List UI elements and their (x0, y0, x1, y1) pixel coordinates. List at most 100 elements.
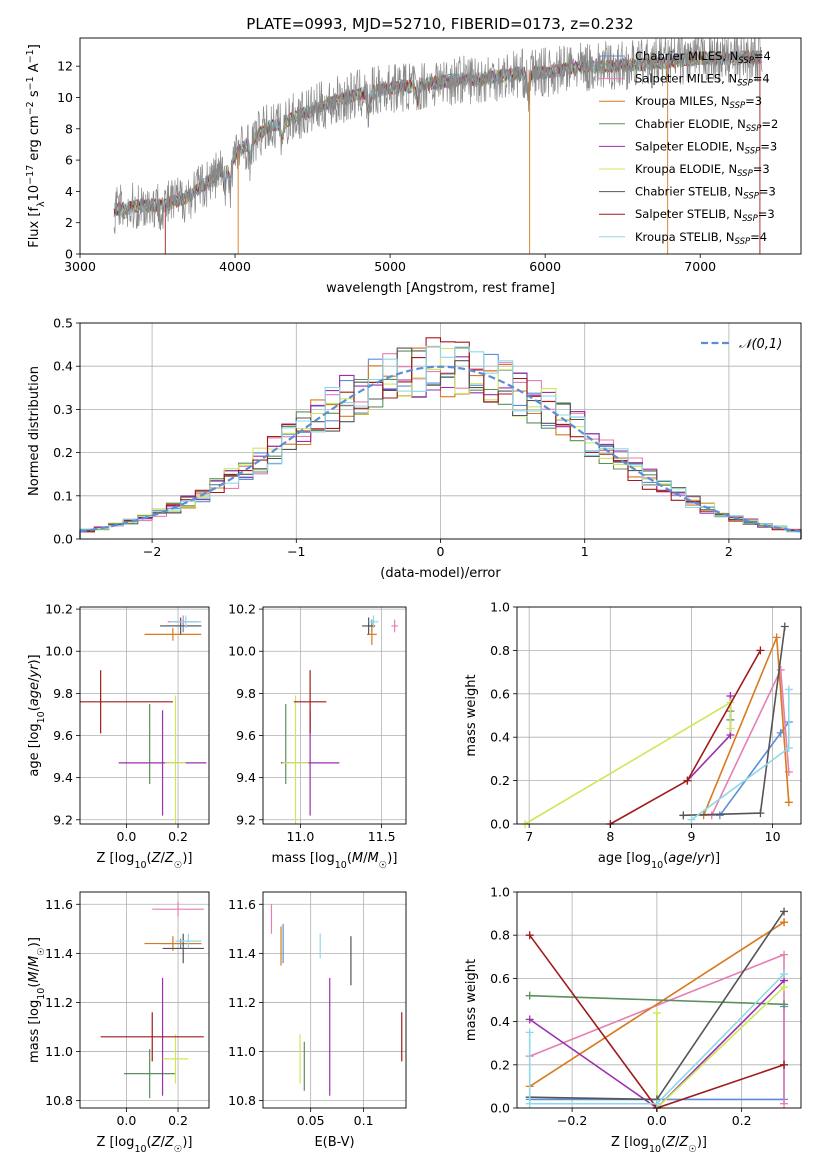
x-tick-label: 7 (525, 829, 533, 844)
y-tick-label: 9.6 (53, 728, 73, 743)
mass-vs-ebv-x-label: E(B-V) (314, 1135, 354, 1150)
x-tick-label: −1 (287, 544, 305, 559)
y-tick-label: 9.2 (236, 812, 256, 827)
y-tick-label: 0.8 (490, 643, 510, 658)
y-tick-label: 11.4 (228, 946, 256, 961)
axes-frame (262, 606, 407, 825)
weight-marker-krou_miles (780, 918, 789, 927)
weight-marker-chab_stelib (679, 811, 688, 820)
weight-vs-age-y-label: mass weight (464, 674, 479, 756)
x-tick-label: 0.0 (116, 1113, 136, 1128)
y-tick-label: 0.0 (53, 532, 73, 547)
weight-marker-krou_stelib (525, 1099, 534, 1108)
y-tick-label: 0.5 (53, 316, 73, 331)
weight-marker-chab_stelib (780, 622, 789, 631)
residuals-x-label: (data-model)/error (380, 566, 501, 581)
weight-line-krou_stelib (528, 973, 785, 1105)
y-tick-label: 0.2 (53, 445, 73, 460)
weight-vs-metallicity-y-label: mass weight (464, 959, 479, 1041)
mass-vs-metallicity-panel: 0.0 0.2 10.8 11.0 11.2 11.4 11.6 Z [log10(Z/Z☉… (27, 891, 210, 1155)
weight-vs-metallicity-panel: −0.2 0.0 0.2 0.0 0.2 0.4 0.6 0.8 1.0 Z [log10(Z/… (464, 885, 802, 1155)
weight-marker-krou_stelib (784, 685, 793, 694)
legend-label-krou_miles: Kroupa MILES, NSSP=3 (635, 94, 762, 111)
weight-marker-salp_elodie (525, 1015, 534, 1024)
y-tick-label: 6 (65, 153, 73, 168)
y-tick-label: 10.2 (45, 602, 73, 617)
y-tick-label: 1.0 (490, 600, 510, 615)
x-tick-label: 4000 (219, 259, 251, 274)
y-tick-label: 10.8 (45, 1093, 73, 1108)
y-tick-label: 8 (65, 121, 73, 136)
y-tick-label: 0.2 (490, 1057, 510, 1072)
x-tick-label: 7000 (684, 259, 716, 274)
weight-marker-chab_elodie (525, 991, 534, 1000)
weight-marker-krou_stelib (780, 970, 789, 979)
axes-frame (79, 37, 802, 255)
weight-line-chab_elodie (529, 994, 785, 1006)
legend-label-salp_miles: Salpeter MILES, NSSP=4 (635, 72, 770, 89)
age-vs-mass-panel: 11.0 11.5 9.2 9.4 9.6 9.8 10.0 10.2 mass [log10… (228, 602, 407, 871)
age-vs-metallicity-y-label: age [log10(age/yr)] (27, 654, 47, 776)
weight-marker-salp_miles (780, 1099, 789, 1108)
y-tick-label: 0.8 (490, 928, 510, 943)
y-tick-label: 2 (65, 215, 73, 230)
weight-marker-krou_miles (772, 633, 781, 642)
y-tick-label: 0.4 (53, 359, 73, 374)
legend-label-salp_stelib: Salpeter STELIB, NSSP=3 (635, 207, 775, 224)
y-tick-label: 10 (57, 90, 73, 105)
legend-label-krou_elodie: Kroupa ELODIE, NSSP=3 (635, 162, 770, 179)
y-tick-label: 0.4 (490, 1014, 510, 1029)
weight-marker-salp_miles (780, 950, 789, 959)
y-tick-label: 10.0 (228, 644, 256, 659)
legend-label-chab_miles: Chabrier MILES, NSSP=4 (635, 49, 771, 66)
weight-marker-salp_miles (776, 665, 785, 674)
weight-marker-krou_stelib (525, 1028, 534, 1037)
weight-marker-chab_miles (715, 811, 724, 820)
weight-vs-age-panel: 7 8 9 10 0.0 0.2 0.4 0.6 0.8 1.0 age [log10(age/y… (464, 600, 802, 871)
y-tick-label: 11.6 (228, 897, 256, 912)
weight-line-krou_miles (529, 921, 785, 1088)
y-tick-label: 9.8 (236, 686, 256, 701)
y-tick-label: 11.2 (228, 995, 256, 1010)
y-tick-label: 10.8 (228, 1093, 256, 1108)
y-tick-label: 11.0 (228, 1044, 256, 1059)
mass-vs-metallicity-x-label: Z [log10(Z/Z☉)] (97, 1135, 193, 1155)
y-tick-label: 10.2 (228, 602, 256, 617)
y-tick-label: 0.6 (490, 686, 510, 701)
x-tick-label: 0.2 (168, 829, 188, 844)
spectrum-panel: 3000 4000 5000 6000 7000 0 2 4 6 8 10 12 Chabrier MI… (25, 37, 802, 296)
x-tick-label: 0.2 (168, 1113, 188, 1128)
weight-marker-salp_stelib (683, 776, 692, 785)
weight-marker-chab_stelib (780, 907, 789, 916)
axes-frame (516, 891, 802, 1109)
model-spectrum-line (113, 50, 762, 216)
x-tick-label: 6000 (529, 259, 561, 274)
y-tick-label: 0.0 (490, 817, 510, 832)
y-tick-label: 9.6 (236, 728, 256, 743)
x-tick-label: 9 (687, 829, 695, 844)
x-tick-label: 3000 (64, 259, 96, 274)
y-tick-label: 0.6 (490, 971, 510, 986)
age-vs-mass-x-label: mass [log10(M/M☉)] (272, 851, 398, 871)
x-tick-label: −0.2 (557, 1113, 587, 1128)
x-tick-label: −2 (143, 544, 161, 559)
weight-marker-chab_stelib (756, 809, 765, 818)
y-tick-label: 11.4 (45, 946, 73, 961)
y-tick-label: 11.6 (45, 897, 73, 912)
weight-marker-krou_elodie (780, 983, 789, 992)
x-tick-label: 8 (606, 829, 614, 844)
x-tick-label: 0.2 (732, 1113, 752, 1128)
y-tick-label: 11.0 (45, 1044, 73, 1059)
legend-label-salp_elodie: Salpeter ELODIE, NSSP=3 (635, 139, 777, 156)
x-tick-label: 0.0 (116, 829, 136, 844)
mass-vs-metallicity-y-label: mass [log10(M/M☉)] (27, 937, 47, 1063)
x-tick-label: 2 (725, 544, 733, 559)
legend-label-krou_stelib: Kroupa STELIB, NSSP=4 (635, 230, 767, 247)
y-tick-label: 9.2 (53, 812, 73, 827)
x-tick-label: 11.5 (368, 829, 396, 844)
weight-marker-krou_stelib (652, 1099, 661, 1108)
spectrum-x-label: wavelength [Angstrom, rest frame] (326, 281, 555, 296)
weight-marker-krou_elodie (652, 1008, 661, 1017)
weight-vs-metallicity-x-label: Z [log10(Z/Z☉)] (611, 1135, 707, 1155)
weight-marker-krou_miles (784, 798, 793, 807)
